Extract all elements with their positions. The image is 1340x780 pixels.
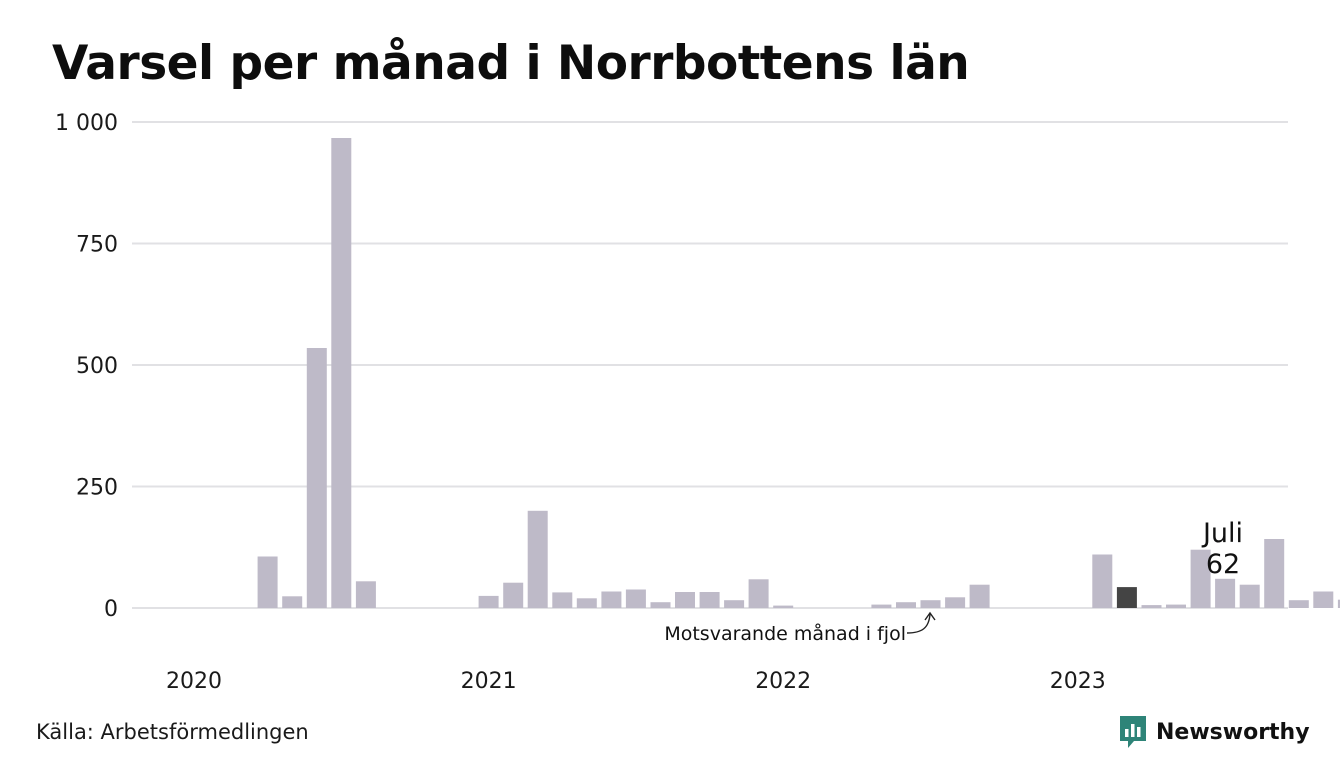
x-year-label: 2021 <box>461 669 517 694</box>
bar <box>699 592 720 608</box>
y-tick-label: 500 <box>76 354 118 379</box>
source-note: Källa: Arbetsförmedlingen <box>36 720 309 744</box>
bar <box>1190 549 1211 608</box>
bar <box>503 582 524 608</box>
comparison-note: Motsvarande månad i fjol <box>664 622 906 645</box>
x-year-label: 2022 <box>755 669 811 694</box>
bar <box>1313 591 1334 608</box>
bar <box>773 605 794 608</box>
bar <box>552 592 573 608</box>
bar <box>1215 578 1236 608</box>
chart-title: Varsel per månad i Norrbottens län <box>52 36 970 91</box>
bar <box>1166 604 1186 608</box>
bar-comparison <box>1116 587 1137 608</box>
bar <box>1092 554 1113 608</box>
highlight-value-label: 62 <box>1206 549 1240 580</box>
y-tick-label: 250 <box>76 476 118 501</box>
newsworthy-logo-icon <box>1120 716 1146 748</box>
bar <box>724 600 745 608</box>
bar <box>675 592 695 608</box>
bar <box>1239 584 1260 608</box>
bar <box>331 138 352 608</box>
y-tick-label: 750 <box>76 233 118 258</box>
brand-name: Newsworthy <box>1156 719 1310 745</box>
bar <box>306 348 327 608</box>
bar <box>527 510 548 608</box>
x-axis-year-labels: 2020 2021 2022 2023 <box>166 669 1106 694</box>
bar <box>355 581 376 608</box>
brand-logo: Newsworthy <box>1118 714 1310 750</box>
y-axis-labels: 0 250 500 750 1 000 <box>55 111 118 622</box>
y-tick-label: 1 000 <box>55 111 118 136</box>
bar <box>576 598 597 608</box>
annotations: Juli 62 Motsvarande månad i fjol <box>664 518 1243 645</box>
y-tick-label: 0 <box>104 597 118 622</box>
bar <box>920 600 941 608</box>
bar <box>748 579 769 608</box>
bar <box>896 602 916 608</box>
bar <box>650 602 671 608</box>
comparison-arrow-head <box>924 611 936 621</box>
highlight-month-label: Juli <box>1201 518 1243 549</box>
bar <box>625 589 646 608</box>
bar <box>1288 600 1309 608</box>
bar <box>257 556 278 608</box>
comparison-arrow <box>906 613 931 634</box>
bar <box>1337 599 1340 608</box>
bar <box>945 597 966 608</box>
bar <box>478 595 499 608</box>
gridlines <box>132 121 1288 609</box>
x-year-label: 2020 <box>166 669 222 694</box>
bar-chart: 0 250 500 750 1 000 2020 2021 2022 2023 Juli 62… <box>55 111 1340 694</box>
bar <box>1264 539 1285 608</box>
bar <box>601 591 622 608</box>
bar <box>871 604 892 608</box>
x-year-label: 2023 <box>1050 669 1106 694</box>
bar <box>969 584 990 608</box>
bar <box>282 596 303 608</box>
bar <box>1141 605 1162 608</box>
bars <box>257 138 1340 608</box>
